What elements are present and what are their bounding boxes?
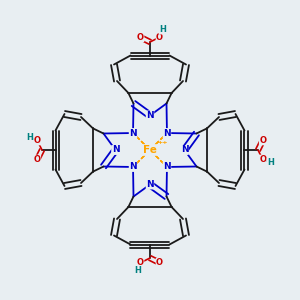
Text: O: O — [34, 136, 41, 145]
Text: N: N — [163, 128, 171, 137]
Text: H: H — [267, 158, 274, 167]
Text: O: O — [34, 155, 41, 164]
Text: N: N — [146, 111, 154, 120]
Text: ++: ++ — [158, 140, 168, 145]
Text: N: N — [163, 163, 171, 172]
Text: O: O — [137, 258, 144, 267]
Text: H: H — [26, 133, 33, 142]
Text: O: O — [137, 33, 144, 42]
Text: N: N — [129, 128, 137, 137]
Text: O: O — [259, 136, 266, 145]
Text: O: O — [156, 258, 163, 267]
Text: N: N — [181, 146, 188, 154]
Text: N: N — [112, 146, 119, 154]
Text: O: O — [259, 155, 266, 164]
Text: H: H — [134, 266, 141, 275]
Text: N: N — [146, 180, 154, 189]
Text: Fe: Fe — [143, 145, 157, 155]
Text: H: H — [159, 25, 166, 34]
Text: N: N — [129, 163, 137, 172]
Text: O: O — [156, 33, 163, 42]
